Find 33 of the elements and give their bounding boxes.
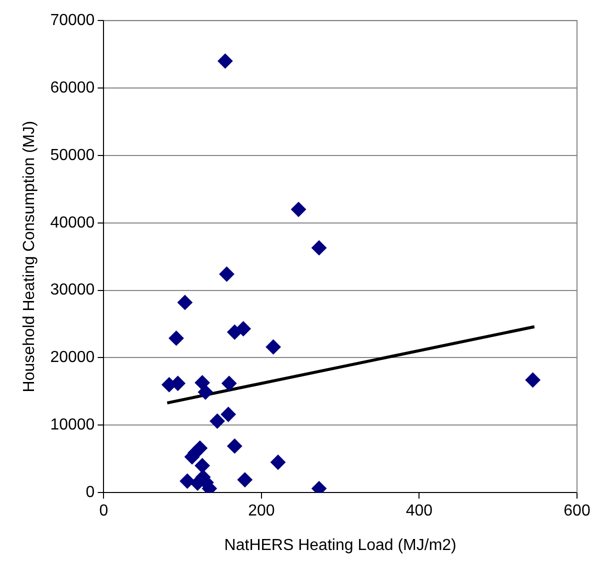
y-tick-label: 40000 xyxy=(50,214,95,232)
point xyxy=(227,438,242,454)
point xyxy=(237,472,252,488)
x-tick-label: 400 xyxy=(406,502,433,520)
point xyxy=(194,458,210,474)
y-tick-label: 70000 xyxy=(50,12,95,30)
y-tick-label: 50000 xyxy=(50,146,95,164)
x-tick-label: 600 xyxy=(564,502,590,520)
point xyxy=(168,330,184,346)
point xyxy=(291,202,306,217)
point xyxy=(270,454,286,470)
point xyxy=(198,384,213,400)
point xyxy=(177,294,192,310)
point xyxy=(194,375,210,390)
y-tick-label: 10000 xyxy=(50,416,95,434)
point xyxy=(525,372,540,388)
y-tick-label: 60000 xyxy=(50,79,95,96)
point xyxy=(218,54,233,69)
x-tick-label: 200 xyxy=(248,502,275,520)
point xyxy=(220,406,236,422)
point xyxy=(222,376,237,391)
x-axis-title: NatHERS Heating Load (MJ/m2) xyxy=(224,536,456,554)
x-tick-label: 0 xyxy=(99,502,108,520)
y-axis-title: Household Heating Consumption (MJ) xyxy=(21,120,38,392)
y-tick-label: 30000 xyxy=(50,282,95,299)
point xyxy=(266,339,281,354)
point xyxy=(236,321,251,336)
y-tick-label: 0 xyxy=(86,484,95,502)
y-tick-label: 20000 xyxy=(50,349,95,366)
point xyxy=(219,266,234,282)
point xyxy=(210,414,225,429)
point xyxy=(180,474,195,489)
point xyxy=(312,240,327,256)
